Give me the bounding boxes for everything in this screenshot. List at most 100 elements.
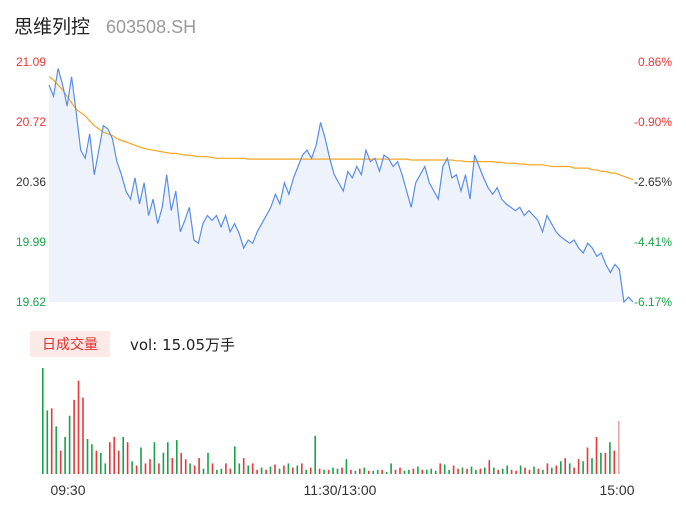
price-tick-label: 21.09	[16, 55, 46, 69]
volume-bar	[278, 468, 281, 474]
volume-bar	[193, 465, 196, 474]
volume-bar	[519, 465, 522, 474]
volume-bar	[412, 468, 415, 474]
volume-bar	[287, 463, 290, 474]
volume-bar	[158, 463, 160, 474]
volume-bar	[341, 467, 343, 474]
average-price-line	[48, 76, 634, 181]
volume-bar	[46, 410, 49, 474]
price-area	[49, 68, 633, 302]
volume-bar	[417, 466, 419, 474]
volume-bar	[457, 468, 459, 474]
volume-bar	[260, 467, 263, 474]
volume-bar	[162, 452, 165, 474]
volume-bar	[368, 470, 370, 474]
volume-bar	[77, 380, 80, 474]
volume-bar	[176, 440, 178, 474]
volume-bar	[135, 465, 138, 474]
volume-bar	[216, 469, 218, 474]
volume-bar	[117, 450, 120, 474]
volume-bar	[577, 459, 580, 474]
volume-bar	[73, 399, 75, 474]
volume-bar	[551, 467, 553, 474]
volume-bar	[153, 442, 156, 474]
volume-bar	[50, 408, 53, 474]
volume-bar	[586, 447, 589, 474]
volume-bar	[613, 450, 616, 474]
volume-bar	[408, 469, 410, 474]
volume-bar	[466, 468, 468, 474]
volume-tab[interactable]: 日成交量	[30, 331, 110, 357]
volume-bar	[189, 463, 191, 474]
volume-bar	[59, 450, 62, 474]
volume-bar	[618, 421, 620, 474]
volume-bar	[604, 452, 607, 474]
volume-bar	[510, 469, 513, 474]
volume-bar	[537, 468, 540, 474]
volume-bar	[528, 469, 531, 474]
volume-bar	[595, 436, 598, 474]
volume-bar	[122, 436, 124, 474]
volume-bar	[91, 444, 93, 474]
volume-bar	[202, 468, 205, 474]
price-tick-label: 20.36	[16, 175, 46, 189]
price-tick-label: 20.72	[16, 115, 46, 129]
volume-bar	[113, 436, 115, 474]
volume-bar	[314, 435, 316, 474]
volume-summary: vol: 15.05万手	[130, 335, 235, 354]
volume-bar	[292, 467, 294, 474]
percent-tick-label: -4.41%	[634, 235, 672, 249]
volume-bar	[461, 467, 464, 474]
volume-bar	[269, 466, 272, 474]
volume-bar	[64, 436, 66, 474]
volume-bar	[126, 442, 129, 474]
volume-bar	[131, 461, 133, 474]
percent-tick-label: -0.90%	[634, 115, 672, 129]
volume-bar	[167, 442, 169, 474]
volume-bar	[336, 468, 339, 474]
volume-bar	[247, 465, 249, 474]
volume-bar	[42, 368, 44, 474]
volume-bar	[448, 469, 450, 474]
volume-bar	[399, 467, 401, 474]
volume-bar	[68, 415, 71, 474]
volume-bar	[506, 465, 508, 474]
volume-bar	[484, 467, 486, 474]
volume-bar	[184, 459, 187, 474]
volume-bar	[497, 469, 499, 474]
volume-bar	[542, 469, 544, 474]
volume-bar	[171, 458, 174, 474]
volume-bar	[55, 426, 57, 474]
volume-bar	[327, 469, 330, 474]
volume-bar	[323, 469, 325, 474]
volume-bar	[234, 446, 236, 474]
volume-bar	[144, 463, 147, 474]
volume-bar	[479, 468, 482, 474]
volume-bar	[403, 470, 406, 474]
time-label-close: 15:00	[599, 482, 634, 498]
volume-bar	[573, 467, 575, 474]
price-tick-label: 19.62	[16, 295, 46, 309]
volume-bar	[501, 468, 504, 474]
volume-bar	[95, 450, 98, 474]
volume-bar	[251, 463, 254, 474]
price-line	[48, 68, 634, 304]
time-label-midday: 11:30/13:00	[304, 482, 377, 498]
volume-bar	[256, 469, 258, 474]
volume-bar	[211, 463, 214, 474]
volume-bar	[309, 467, 312, 474]
volume-bar	[439, 463, 441, 474]
volume-bar	[385, 471, 388, 474]
percent-tick-label: -2.65%	[634, 175, 672, 189]
volume-bar	[318, 468, 321, 474]
volume-bar	[86, 439, 89, 474]
stock-code: 603508.SH	[106, 17, 197, 37]
price-tick-label: 19.99	[16, 235, 46, 249]
volume-bar	[524, 467, 526, 474]
volume-bar	[609, 442, 611, 474]
volume-bar	[225, 463, 227, 474]
volume-bar	[470, 466, 473, 474]
volume-bar	[394, 469, 397, 474]
volume-bar	[475, 469, 477, 474]
